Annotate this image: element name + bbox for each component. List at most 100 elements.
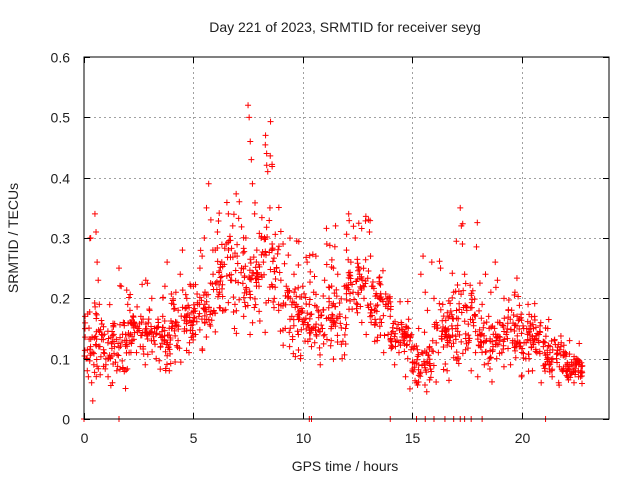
data-point xyxy=(302,294,309,301)
data-point xyxy=(93,311,100,318)
data-point xyxy=(364,275,371,282)
data-point xyxy=(488,378,495,385)
data-point xyxy=(196,310,203,317)
data-point xyxy=(489,348,496,355)
data-point xyxy=(496,319,503,326)
data-point xyxy=(303,300,310,307)
data-point xyxy=(182,314,189,321)
data-point xyxy=(213,286,220,293)
data-point xyxy=(273,264,280,271)
data-point xyxy=(87,352,94,359)
data-point xyxy=(529,367,536,374)
data-point xyxy=(545,342,552,349)
data-point xyxy=(363,331,370,338)
data-point xyxy=(532,346,539,353)
data-point xyxy=(295,262,302,269)
data-point xyxy=(253,269,260,276)
data-point xyxy=(546,368,553,375)
data-point xyxy=(342,325,349,332)
data-point xyxy=(404,298,411,305)
data-point xyxy=(472,349,479,356)
data-point xyxy=(378,294,385,301)
data-point xyxy=(354,260,361,267)
data-point xyxy=(311,273,318,280)
data-point xyxy=(196,265,203,272)
data-point xyxy=(262,141,269,148)
data-point xyxy=(417,271,424,278)
data-point xyxy=(482,271,489,278)
data-point xyxy=(308,343,315,350)
data-point xyxy=(575,373,582,380)
data-point xyxy=(461,271,468,278)
data-point xyxy=(167,335,174,342)
data-point xyxy=(513,340,520,347)
data-point xyxy=(256,230,263,237)
data-point xyxy=(439,301,446,308)
data-point xyxy=(487,338,494,345)
data-point xyxy=(537,329,544,336)
data-point xyxy=(266,204,273,211)
data-point xyxy=(247,138,254,145)
data-point xyxy=(302,338,309,345)
data-point xyxy=(551,336,558,343)
y-tick-label: 0.4 xyxy=(51,171,71,187)
data-point xyxy=(160,294,167,301)
data-point xyxy=(516,340,523,347)
data-point xyxy=(144,336,151,343)
data-point xyxy=(473,243,480,250)
data-point xyxy=(240,234,247,241)
data-point xyxy=(201,235,208,241)
data-point xyxy=(253,283,260,290)
data-point xyxy=(213,278,220,285)
data-point xyxy=(447,307,454,314)
data-point xyxy=(402,373,409,380)
data-point xyxy=(332,222,339,229)
data-point xyxy=(241,273,248,280)
data-point xyxy=(455,354,462,361)
y-tick-label: 0.2 xyxy=(51,291,71,307)
data-point xyxy=(388,344,395,351)
data-point xyxy=(157,366,164,373)
data-point xyxy=(341,331,348,338)
data-point xyxy=(486,355,493,362)
data-point xyxy=(209,247,216,254)
data-point xyxy=(453,349,460,356)
data-point xyxy=(367,309,374,316)
data-point xyxy=(476,326,483,333)
data-point xyxy=(338,341,345,348)
data-points xyxy=(81,102,586,422)
data-point xyxy=(128,320,135,327)
data-point xyxy=(336,311,343,318)
data-point xyxy=(293,293,300,300)
data-point xyxy=(122,385,129,392)
data-point xyxy=(263,162,270,169)
data-point xyxy=(372,316,379,323)
data-point xyxy=(387,306,394,313)
data-point xyxy=(503,329,510,336)
data-point xyxy=(321,331,328,338)
data-point xyxy=(490,331,497,338)
data-point xyxy=(345,256,352,263)
data-point xyxy=(108,345,115,352)
data-point xyxy=(433,339,440,346)
data-point xyxy=(162,367,169,374)
data-point xyxy=(93,373,100,380)
data-point xyxy=(86,325,93,332)
data-point xyxy=(277,302,284,309)
data-point xyxy=(554,347,561,354)
data-point xyxy=(145,319,152,326)
data-point xyxy=(216,267,223,274)
data-point xyxy=(414,381,421,388)
data-point xyxy=(413,360,420,367)
data-point xyxy=(357,303,364,310)
data-point xyxy=(280,342,287,349)
data-point xyxy=(409,359,416,366)
data-point xyxy=(231,250,238,257)
data-point xyxy=(338,295,345,302)
data-point xyxy=(515,293,522,300)
data-point xyxy=(474,219,481,226)
data-point xyxy=(196,326,203,333)
data-point xyxy=(318,312,325,319)
data-point xyxy=(505,306,512,313)
data-point xyxy=(420,358,427,365)
